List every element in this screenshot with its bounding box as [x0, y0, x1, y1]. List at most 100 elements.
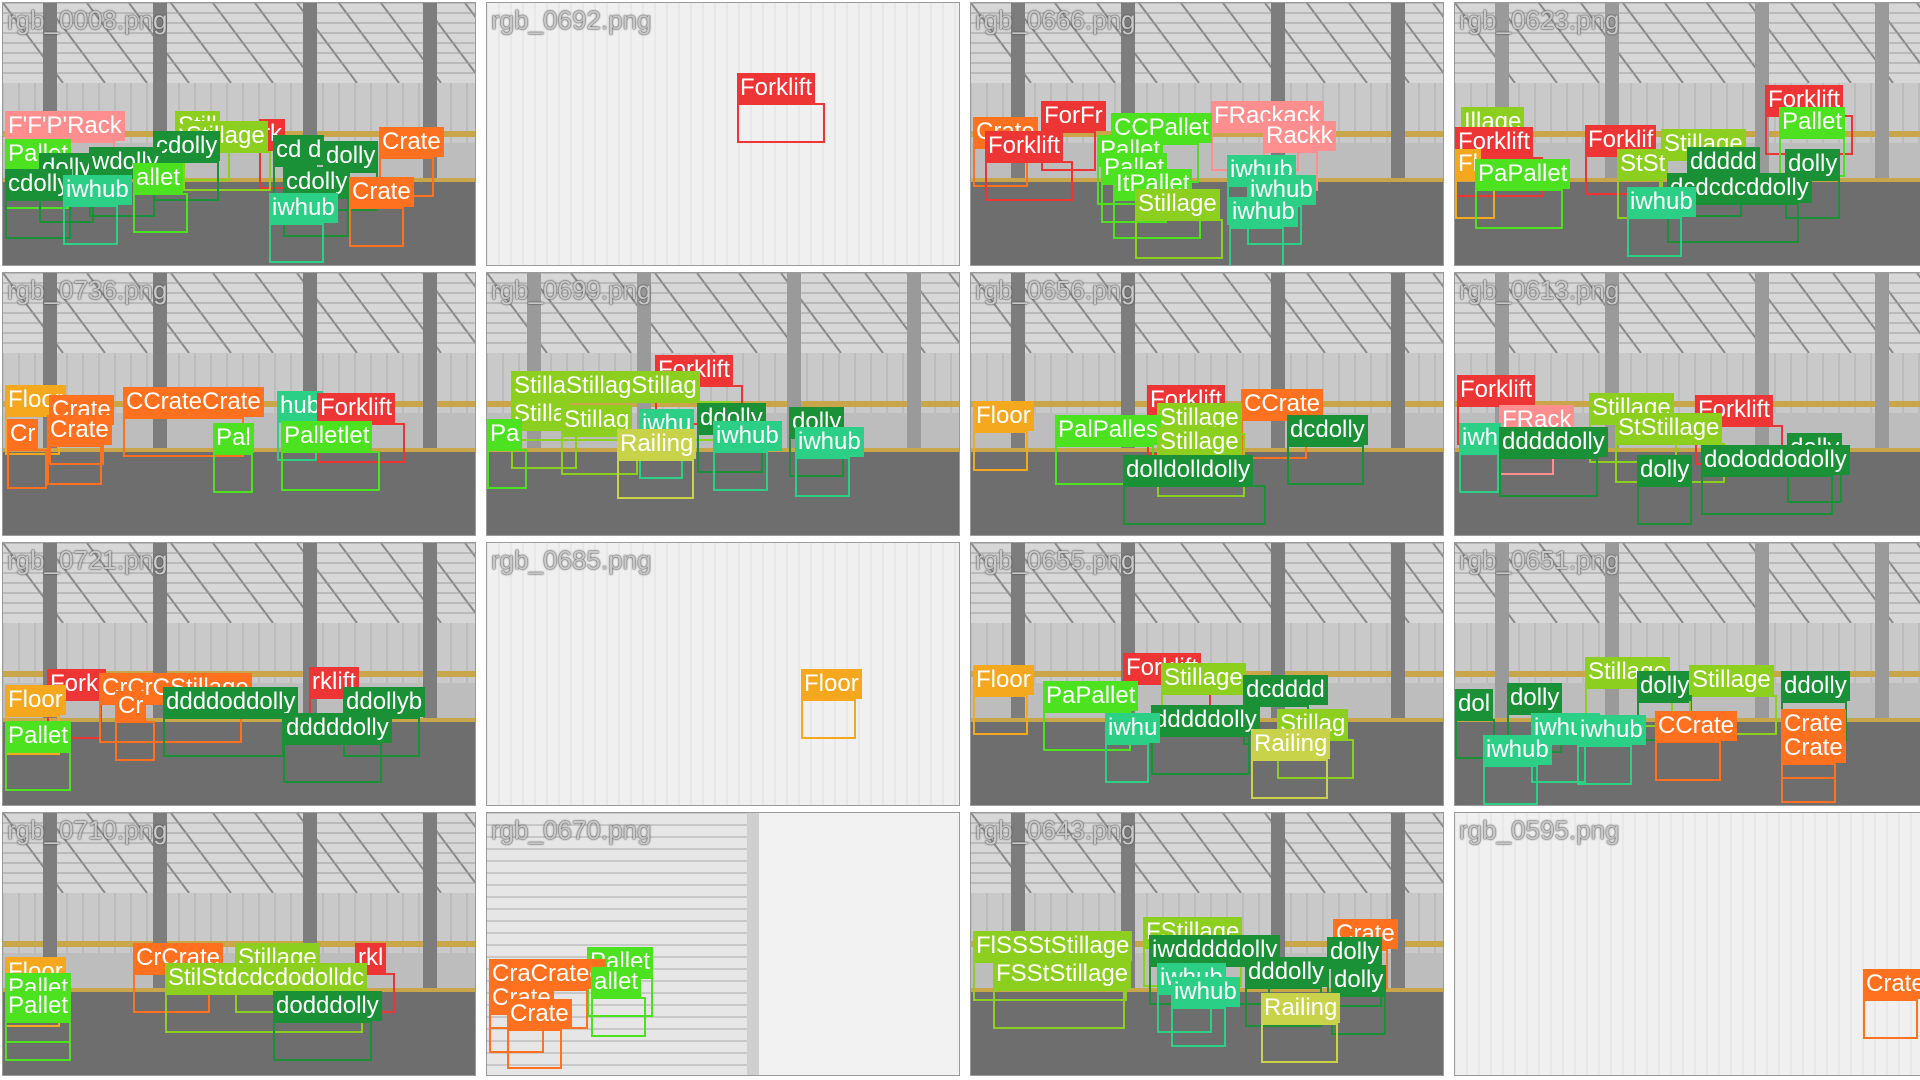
- detection-label: iwhub: [1627, 187, 1696, 217]
- detection-box: [1251, 759, 1328, 799]
- detection-box: [1459, 453, 1499, 493]
- image-filename: rgb_0685.png: [491, 545, 652, 575]
- detection-label: Pallet: [1779, 107, 1846, 137]
- detection-box: [1483, 765, 1538, 805]
- image-tile: Forklift CCrate Floor Stillage PalPalles dcdo…: [970, 272, 1444, 536]
- detection-label: iwhub: [63, 175, 132, 205]
- image-tile: CrCrate Stillage rkl Floor StilStdcdcdodolld…: [2, 812, 476, 1076]
- image-tile: Forklift StillaStillagStillag Stilla Stilla…: [486, 272, 960, 536]
- image-filename: rgb_0710.png: [7, 815, 168, 845]
- detection-label: Palletlet: [281, 421, 373, 451]
- detection-label: StSt: [1617, 149, 1669, 179]
- detection-label: Floor: [801, 669, 862, 699]
- image-filename: rgb_0721.png: [7, 545, 168, 575]
- detection-label: Crate: [507, 999, 572, 1029]
- detection-label: PalPalles: [1055, 415, 1162, 445]
- image-filename: rgb_0595.png: [1459, 815, 1620, 845]
- detection-label: StilStdcdcdodolldc: [165, 963, 368, 993]
- detection-label: Crate: [349, 177, 414, 207]
- detection-label: ddolly: [1781, 671, 1850, 701]
- detection-box: [795, 457, 850, 497]
- detection-label: ForFr: [1041, 101, 1106, 131]
- detection-box: [1499, 457, 1598, 497]
- detection-box: [1261, 1023, 1338, 1063]
- detection-label: Crate: [379, 127, 444, 157]
- detection-box: [1171, 1007, 1226, 1047]
- detection-box: [47, 445, 102, 485]
- detection-label: dddddolly: [283, 713, 392, 743]
- detection-label: allet: [133, 163, 184, 193]
- detection-box: [1627, 217, 1682, 257]
- detection-label: Crate: [47, 415, 112, 445]
- image-tile: Floor rgb_0685.png: [486, 542, 960, 806]
- detection-label: iwhub: [713, 421, 782, 451]
- detection-label: ddddd: [1687, 147, 1760, 177]
- detection-label: dolly: [1327, 937, 1383, 967]
- image-filename: rgb_0656.png: [975, 275, 1136, 305]
- detection-box: [1667, 203, 1799, 243]
- detection-label: Forklift: [737, 73, 815, 103]
- image-filename: rgb_0613.png: [1459, 275, 1620, 305]
- detection-label: Stillage: [1161, 663, 1246, 693]
- detection-box: [973, 695, 1028, 735]
- image-tile: Crate rgb_0595.png: [1454, 812, 1920, 1076]
- detection-label: Forklift: [317, 393, 395, 423]
- detection-box: [7, 449, 47, 489]
- detection-label: Railing: [1261, 993, 1341, 1023]
- detection-label: cdolly: [5, 169, 73, 199]
- detection-label: Pallet: [5, 721, 72, 751]
- image-tile: FStillage Crate FlSSStStillage iwdddddolly d…: [970, 812, 1444, 1076]
- detection-label: Floor: [973, 665, 1034, 695]
- detection-box: [5, 751, 71, 791]
- image-filename: rgb_0623.png: [1459, 5, 1620, 35]
- detection-label: dddddolly: [1499, 427, 1608, 457]
- detection-label: CCrate: [1655, 711, 1738, 741]
- image-tile: CCrateCrate Floor Crate hub Forklift Cr Crate P…: [2, 272, 476, 536]
- image-tile: ForkliftStillageForkliftFRackStStillaged…: [1454, 272, 1920, 536]
- detection-label: iwh: [1459, 423, 1502, 453]
- detection-box: [281, 451, 380, 491]
- detection-box: [1105, 743, 1149, 783]
- detection-label: cdolly: [153, 131, 221, 161]
- detection-box: [1701, 475, 1833, 515]
- detection-label: Stillage: [1689, 665, 1774, 695]
- image-filename: rgb_0655.png: [975, 545, 1136, 575]
- detection-label: dolly: [1331, 965, 1387, 995]
- detection-label: dddddolly: [1151, 705, 1260, 735]
- warehouse-scene: [487, 3, 959, 265]
- image-filename: rgb_0651.png: [1459, 545, 1620, 575]
- image-tile: Forklift rgb_0692.png: [486, 2, 960, 266]
- detection-box: [1135, 219, 1223, 259]
- detection-label: Railing: [1251, 729, 1331, 759]
- detection-label: Stillage: [1157, 427, 1242, 457]
- detection-box: [1475, 189, 1563, 229]
- detection-box: [1577, 745, 1632, 785]
- detection-label: cdolly: [283, 167, 351, 197]
- detection-box: [1123, 485, 1266, 525]
- detection-label: Stilla: [511, 399, 570, 429]
- detection-box: [5, 199, 71, 239]
- detection-label: iwhub: [269, 193, 338, 223]
- detection-label: iwhub: [1483, 735, 1552, 765]
- image-tile: F'F'P'RackStillrkStillageCratePalletcdol…: [2, 2, 476, 266]
- detection-box: [1287, 445, 1364, 485]
- detection-label: dododdodolly: [1701, 445, 1850, 475]
- image-filename: rgb_0670.png: [491, 815, 652, 845]
- detection-box: [115, 721, 155, 761]
- detection-label: F'F'P'Rack: [5, 111, 125, 141]
- detection-label: Pa: [487, 419, 523, 449]
- detection-label: FlSSStStillage: [973, 931, 1133, 961]
- detection-box: [1863, 999, 1918, 1039]
- detection-label: dolly: [1637, 455, 1693, 485]
- detection-box: [737, 103, 825, 143]
- detection-label: PaPallet: [1043, 681, 1139, 711]
- detection-label: Cr: [115, 691, 147, 721]
- detection-box: [1655, 741, 1721, 781]
- detection-label: Floor: [5, 685, 66, 715]
- detection-label: dolldolldolly: [1123, 455, 1254, 485]
- detection-label: wdolly: [89, 147, 162, 177]
- detection-box: [349, 207, 404, 247]
- detection-box: [617, 459, 694, 499]
- detection-label: dolly: [323, 141, 379, 171]
- detection-box: [183, 151, 271, 191]
